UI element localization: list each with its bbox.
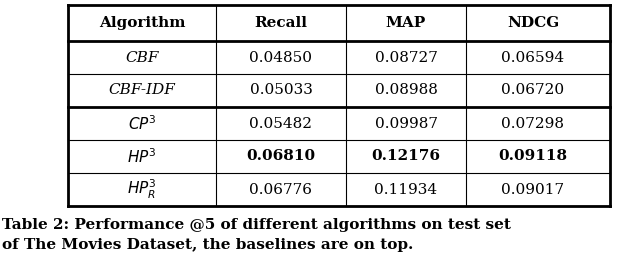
Text: $\mathit{HP}^3$: $\mathit{HP}^3$ [127, 147, 157, 166]
Text: $\mathit{CP}^3$: $\mathit{CP}^3$ [127, 114, 156, 133]
Text: 0.09017: 0.09017 [501, 182, 564, 196]
Text: 0.08988: 0.08988 [374, 83, 437, 97]
Text: 0.07298: 0.07298 [502, 116, 564, 130]
Text: 0.06776: 0.06776 [250, 182, 312, 196]
Text: 0.05482: 0.05482 [250, 116, 312, 130]
Text: CBF: CBF [125, 50, 159, 64]
Text: CBF-IDF: CBF-IDF [109, 83, 175, 97]
Text: $\mathit{HP}^3_R$: $\mathit{HP}^3_R$ [127, 178, 157, 201]
Text: 0.09987: 0.09987 [374, 116, 438, 130]
Text: Algorithm: Algorithm [99, 16, 185, 30]
Text: 0.05033: 0.05033 [250, 83, 312, 97]
Text: 0.11934: 0.11934 [374, 182, 438, 196]
Text: 0.06810: 0.06810 [246, 149, 316, 163]
Text: 0.09118: 0.09118 [499, 149, 568, 163]
Text: NDCG: NDCG [507, 16, 559, 30]
Text: Table 2: Performance @5 of different algorithms on test set: Table 2: Performance @5 of different alg… [2, 218, 511, 232]
Text: 0.04850: 0.04850 [250, 50, 312, 64]
Text: 0.06720: 0.06720 [501, 83, 564, 97]
Text: 0.12176: 0.12176 [371, 149, 440, 163]
Text: 0.08727: 0.08727 [374, 50, 437, 64]
Text: MAP: MAP [386, 16, 426, 30]
Text: of The Movies Dataset, the baselines are on top.: of The Movies Dataset, the baselines are… [2, 238, 413, 252]
Text: Recall: Recall [255, 16, 307, 30]
Text: 0.06594: 0.06594 [501, 50, 564, 64]
